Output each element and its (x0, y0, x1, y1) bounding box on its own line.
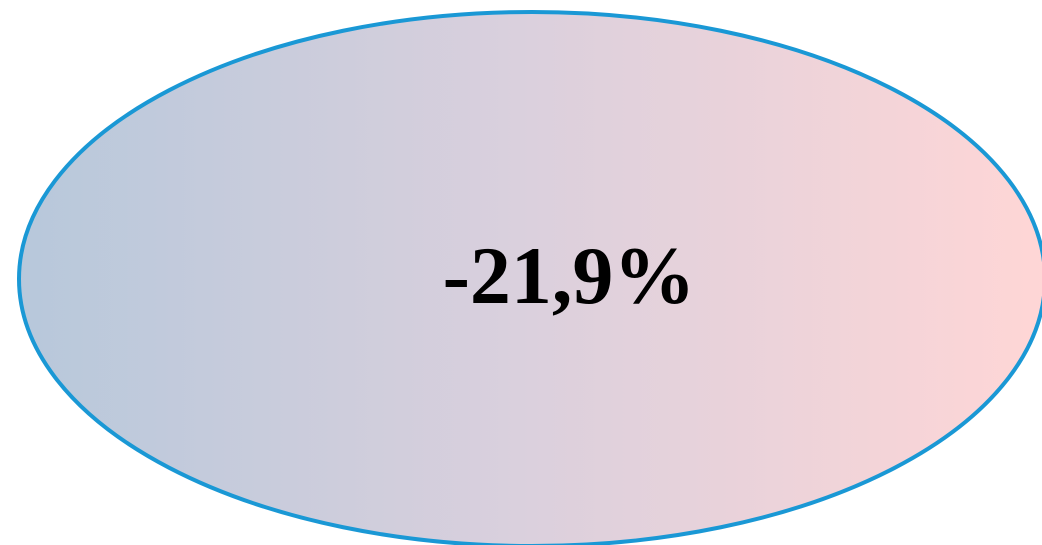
label: -21,9% (443, 230, 696, 321)
ellipse (17, 10, 1042, 545)
